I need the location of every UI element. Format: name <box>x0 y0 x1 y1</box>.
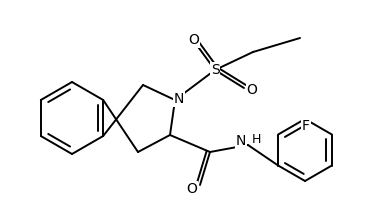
Text: H: H <box>252 133 261 146</box>
Text: F: F <box>302 119 310 133</box>
Text: N: N <box>236 134 246 148</box>
Text: O: O <box>188 33 199 47</box>
Text: O: O <box>186 182 197 196</box>
Text: O: O <box>246 83 257 97</box>
Text: S: S <box>211 63 219 77</box>
Text: N: N <box>174 92 184 106</box>
